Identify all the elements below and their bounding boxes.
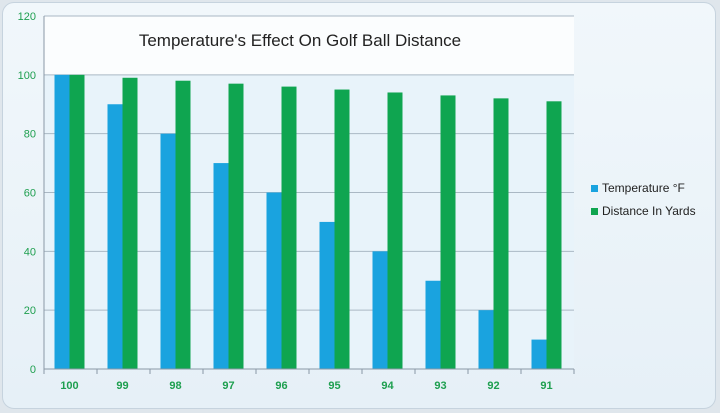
bar-temperature: [478, 310, 494, 369]
x-tick-label: 93: [434, 380, 446, 392]
y-tick-label: 120: [18, 11, 36, 23]
x-tick-label: 97: [222, 380, 234, 392]
x-tick-label: 92: [487, 380, 499, 392]
legend-label: Temperature °F: [602, 181, 685, 195]
x-tick-label: 99: [116, 380, 128, 392]
y-tick-label: 40: [24, 246, 36, 258]
y-tick-label: 20: [24, 305, 36, 317]
bar-temperature: [266, 192, 282, 369]
chart-title: Temperature's Effect On Golf Ball Distan…: [139, 31, 461, 50]
x-tick-label: 100: [60, 380, 78, 392]
plot-title-band: [44, 16, 574, 75]
bar-distance: [69, 74, 85, 369]
bar-distance: [440, 95, 456, 370]
y-tick-label: 0: [30, 364, 36, 376]
legend-label: Distance In Yards: [602, 204, 696, 218]
x-tick-label: 91: [540, 380, 552, 392]
y-tick-label: 100: [18, 70, 36, 82]
bar-temperature: [107, 104, 123, 369]
bar-distance: [493, 98, 509, 369]
x-tick-label: 98: [169, 380, 181, 392]
legend-swatch: [591, 208, 598, 215]
bar-distance: [546, 101, 562, 369]
bar-temperature: [319, 221, 335, 369]
bar-distance: [228, 83, 244, 370]
bar-distance: [175, 80, 191, 369]
bar-temperature: [160, 133, 176, 369]
bar-temperature: [372, 251, 388, 369]
x-tick-label: 96: [275, 380, 287, 392]
y-tick-label: 60: [24, 188, 36, 200]
y-tick-label: 80: [24, 129, 36, 141]
bar-temperature: [213, 163, 229, 369]
bar-distance: [122, 77, 138, 370]
bar-temperature: [54, 74, 70, 369]
x-tick-label: 95: [328, 380, 340, 392]
x-tick-label: 94: [381, 380, 394, 392]
bar-distance: [387, 92, 403, 369]
bar-distance: [281, 86, 297, 369]
bar-temperature: [531, 339, 547, 369]
bar-distance: [334, 89, 350, 370]
legend-swatch: [591, 185, 598, 192]
bar-temperature: [425, 280, 441, 369]
